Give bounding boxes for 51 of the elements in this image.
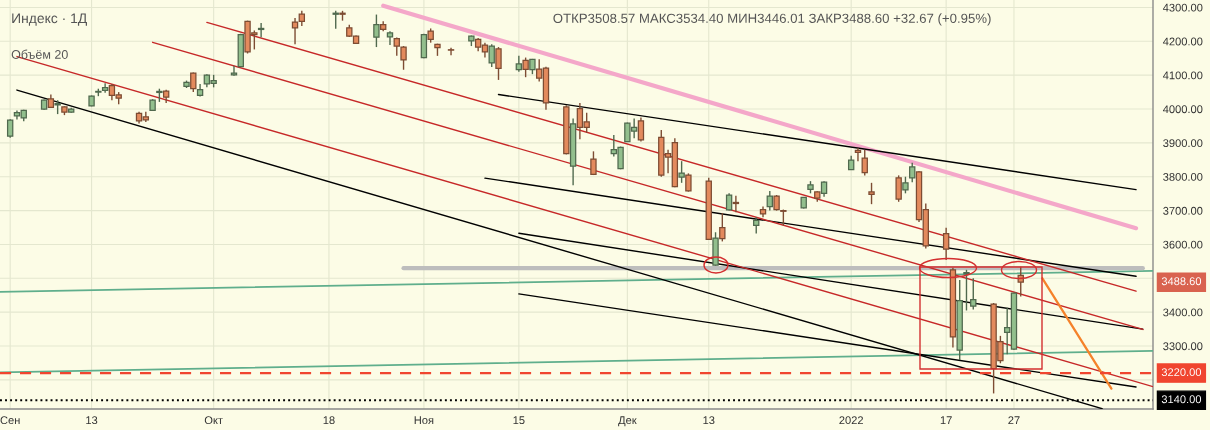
x-tick-label: Окт bbox=[204, 416, 223, 425]
annotation: Объём 20 bbox=[11, 49, 68, 59]
candlestick bbox=[190, 71, 197, 93]
candlestick bbox=[488, 43, 495, 68]
candlestick bbox=[963, 269, 970, 312]
candlestick bbox=[637, 116, 645, 143]
candlestick bbox=[522, 56, 529, 78]
y-tick-label: 3300.00 bbox=[1163, 342, 1203, 351]
y-tick-label: 3600.00 bbox=[1163, 240, 1203, 249]
candlestick bbox=[373, 13, 380, 48]
x-tick-label: 27 bbox=[1008, 416, 1020, 424]
y-tick-label: 3900.00 bbox=[1163, 139, 1203, 148]
y-tick-label: 4200.00 bbox=[1162, 37, 1203, 46]
candlestick bbox=[854, 147, 862, 162]
text: Индекс · 1Д bbox=[12, 13, 87, 26]
candlestick bbox=[447, 47, 455, 56]
y-tick-label: 4300.00 bbox=[1162, 3, 1203, 12]
candlestick bbox=[942, 227, 950, 261]
candlestick bbox=[895, 174, 902, 203]
x-tick-label: 2022 bbox=[839, 416, 863, 425]
candlestick bbox=[868, 182, 875, 205]
annotation: ОТКР3508.57 МАКС3534.40 МИН3446.01 ЗАКР3488.60 +32.67 (+0.95%) bbox=[553, 13, 991, 26]
y-tick-label: 3700.00 bbox=[1163, 206, 1203, 215]
text: 3488.60 bbox=[1161, 277, 1202, 286]
candlestick bbox=[495, 46, 502, 81]
candlestick bbox=[230, 64, 238, 77]
ref-line-label: 3140.00 bbox=[1161, 395, 1202, 404]
x-tick-label: 17 bbox=[940, 416, 952, 424]
y-tick-label: 4000.00 bbox=[1162, 105, 1203, 114]
candlestick bbox=[6, 118, 14, 139]
candlestick bbox=[101, 82, 109, 94]
candlestick bbox=[732, 195, 740, 213]
x-tick-label: 15 bbox=[513, 416, 525, 425]
y-tick-label: 4100.00 bbox=[1162, 71, 1203, 80]
x-tick-label: Сен bbox=[0, 416, 20, 425]
y-tick-label: 3800.00 bbox=[1163, 173, 1203, 181]
candlestick bbox=[678, 160, 685, 184]
x-tick-label: Ноя bbox=[414, 416, 434, 425]
candlestick bbox=[719, 212, 726, 243]
x-tick-label: 13 bbox=[703, 416, 715, 425]
x-tick-label: 13 bbox=[86, 416, 98, 425]
x-tick-label: 18 bbox=[323, 416, 335, 425]
candlestick bbox=[909, 162, 916, 183]
x-tick-label: Дек bbox=[618, 416, 637, 427]
y-tick-label: 3400.00 bbox=[1163, 308, 1203, 317]
ref-line-label: 3220.00 bbox=[1161, 368, 1202, 377]
candlestick bbox=[970, 277, 977, 311]
candlestick bbox=[257, 22, 265, 38]
candlestick bbox=[685, 172, 692, 193]
candlestick bbox=[766, 190, 773, 212]
candlestick bbox=[861, 148, 868, 177]
